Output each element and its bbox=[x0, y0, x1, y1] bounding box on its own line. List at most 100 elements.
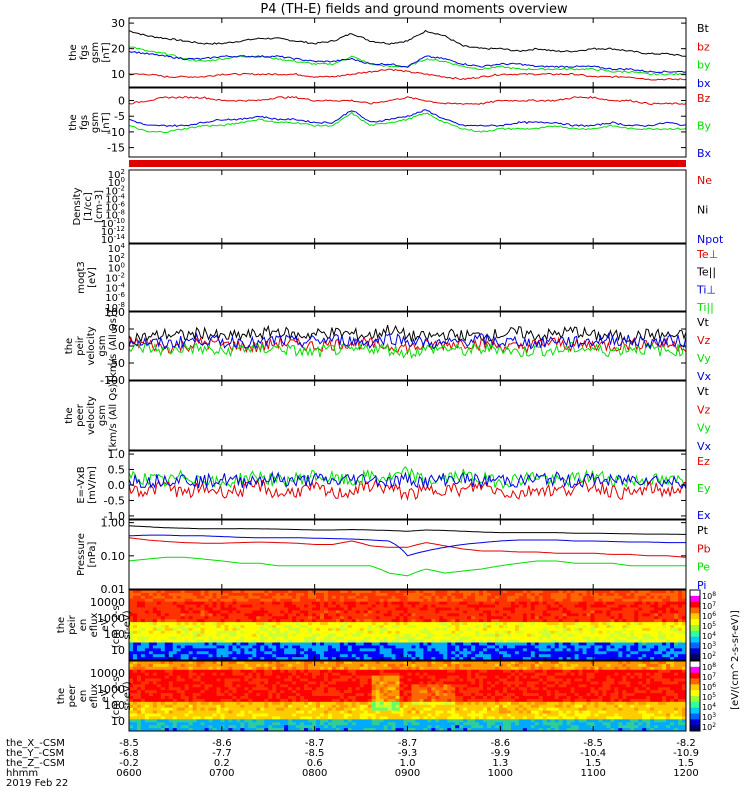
legend-entry-Ey: Ey bbox=[697, 482, 711, 495]
panel-ylabel-fgs-mag: gsm bbox=[90, 42, 101, 63]
xtick-label: 0700 bbox=[209, 768, 234, 779]
colorbar-tick: 105 bbox=[702, 692, 716, 702]
panel-peir-spec bbox=[129, 590, 687, 661]
panel-ylabel-density: [cm-3] bbox=[94, 190, 105, 223]
ytick-label: 0 bbox=[118, 340, 125, 353]
legend-entry-Vx: Vx bbox=[697, 370, 712, 383]
colorbar-tick: 102 bbox=[702, 651, 716, 661]
ytick-label: 50 bbox=[111, 323, 125, 336]
series-line-Bx bbox=[129, 110, 686, 127]
legend-entry-Ni: Ni bbox=[697, 204, 708, 217]
ytick-label: 0.5 bbox=[108, 464, 126, 477]
ytick-label: 0.10 bbox=[101, 550, 126, 563]
ytick-label: 0.01 bbox=[101, 583, 126, 596]
colorbar-tick: 102 bbox=[702, 722, 716, 732]
legend-entry-Vz: Vz bbox=[697, 403, 711, 416]
colorbar-tick: 108 bbox=[702, 591, 716, 601]
panel-fgs-comp bbox=[129, 88, 686, 157]
xtick-label: 0900 bbox=[395, 768, 420, 779]
series-line-bz bbox=[129, 69, 686, 80]
ytick-label: 0 bbox=[118, 95, 125, 108]
legend-entry-Ti⊥: Ti⊥ bbox=[696, 283, 716, 296]
colorbar-tick: 108 bbox=[702, 662, 716, 672]
panel-ylabel-pressure: [nPa] bbox=[87, 541, 98, 567]
legend-entry-Pb: Pb bbox=[697, 542, 711, 555]
colorbar-tick: 106 bbox=[702, 611, 716, 621]
panel-ylabel-fgs-mag: the bbox=[68, 44, 79, 60]
legend-entry-Ti||: Ti|| bbox=[696, 301, 714, 314]
legend-entry-Pe: Pe bbox=[697, 561, 710, 574]
panel-ylabel-peir-vel: peir bbox=[75, 335, 86, 355]
colorbar-tick: 107 bbox=[702, 672, 716, 682]
flag-bar bbox=[129, 160, 686, 167]
panel-ylabel-fgs-comp: the bbox=[68, 114, 79, 130]
panel-peer-vel bbox=[129, 381, 686, 450]
spectrogram-peer-spec bbox=[129, 661, 687, 732]
legend-entry-Vy: Vy bbox=[697, 422, 711, 435]
ytick-label: -5 bbox=[114, 110, 125, 123]
series-line-Ex bbox=[129, 472, 686, 489]
colorbar-label: [eV/(cm^2-s-sr-eV)] bbox=[730, 610, 741, 710]
legend-entry-Bt: Bt bbox=[697, 22, 710, 35]
ytick-label: 1000 bbox=[97, 683, 125, 696]
panel-ylabel-peir-spec: en bbox=[78, 619, 89, 632]
spectrogram-peir-spec bbox=[129, 590, 687, 661]
panel-ylabel-density: [1/cc] bbox=[83, 192, 94, 221]
series-line-Bz bbox=[129, 97, 686, 105]
panel-ylabel-peer-spec: the bbox=[56, 688, 67, 704]
ytick-label: 10000 bbox=[90, 667, 125, 680]
ytick-label: 100 bbox=[104, 699, 125, 712]
date-label: 2019 Feb 22 bbox=[6, 778, 68, 789]
panel-ylabel-peir-spec: peir bbox=[67, 614, 78, 634]
ytick-label: 1.0 bbox=[108, 448, 126, 461]
panel-ylabel-temp: moqt3 bbox=[76, 261, 87, 294]
ytick-label: 30 bbox=[111, 17, 125, 30]
legend-entry-Ne: Ne bbox=[697, 174, 712, 187]
panel-ylabel-temp: [eV] bbox=[87, 267, 98, 288]
ytick-label: 10000 bbox=[90, 596, 125, 609]
colorbar-tick: 103 bbox=[702, 641, 716, 651]
ytick-label: 1000 bbox=[97, 612, 125, 625]
legend-entry-Ez: Ez bbox=[697, 455, 710, 468]
ytick-label: 10 bbox=[111, 715, 125, 728]
ytick-label: -0.5 bbox=[104, 494, 125, 507]
legend-entry-Bx: Bx bbox=[697, 147, 712, 160]
ytick-label: 0.0 bbox=[108, 479, 126, 492]
panel-ylabel-efield: E=-VxB bbox=[76, 466, 87, 503]
colorbar-tick: 107 bbox=[702, 601, 716, 611]
ytick-label: 10 bbox=[111, 644, 125, 657]
series-line-Pt bbox=[129, 526, 686, 535]
panel-ylabel-peir-vel: the bbox=[64, 338, 75, 354]
panel-ylabel-efield: [mV/m] bbox=[87, 466, 98, 504]
ytick-label: 100 bbox=[104, 306, 125, 319]
colorbar-tick: 104 bbox=[702, 631, 716, 641]
panel-ylabel-peer-spec: peer bbox=[67, 684, 78, 708]
legend-entry-Vt: Vt bbox=[697, 316, 710, 329]
panel-ylabel-peir-spec: the bbox=[56, 617, 67, 633]
legend-entry-Bz: Bz bbox=[697, 92, 711, 105]
xtick-label: 1000 bbox=[488, 768, 513, 779]
colorbar-tick: 103 bbox=[702, 712, 716, 722]
panel-ylabel-peer-vel: gsm bbox=[97, 405, 108, 426]
legend-entry-Te||: Te|| bbox=[696, 266, 716, 279]
panel-ylabel-density: Density bbox=[72, 187, 83, 225]
panel-ylabel-peer-vel: the bbox=[64, 407, 75, 423]
ytick-label: 10 bbox=[111, 68, 125, 81]
series-line-Bt bbox=[129, 31, 686, 57]
legend-entry-bx: bx bbox=[697, 77, 711, 90]
legend-entry-Vz: Vz bbox=[697, 334, 711, 347]
panel-ylabel-peer-vel: [km/s (All Qs)] bbox=[108, 380, 119, 452]
panel-ylabel-fgs-comp: fgs bbox=[79, 115, 90, 130]
legend-entry-Te⊥: Te⊥ bbox=[696, 248, 718, 261]
plot-title: P4 (TH-E) fields and ground moments over… bbox=[260, 2, 568, 17]
panel-peir-vel bbox=[129, 312, 686, 380]
ytick-label: -50 bbox=[107, 357, 125, 370]
panel-ylabel-peir-vel: velocity bbox=[86, 326, 97, 365]
panel-efield bbox=[129, 451, 686, 519]
ytick-label: 100 bbox=[104, 628, 125, 641]
